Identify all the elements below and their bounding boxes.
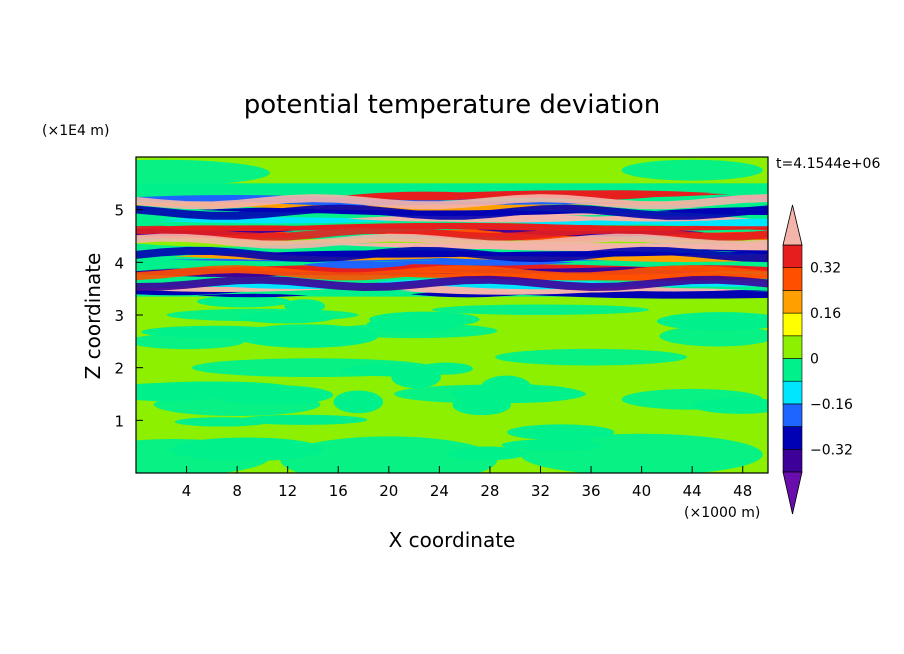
contour-band [136,265,768,281]
contour-band [351,260,515,265]
y-tick-label: 3 [114,307,124,325]
colorbar-segment [782,426,803,450]
contour-patch [369,311,480,328]
y-unit-label: (×1E4 m) [42,123,109,139]
y-axis-label: Z coordinate [81,253,105,380]
contour-bands [136,183,768,299]
colorbar-max-arrow [782,204,803,246]
colorbar-tick-label: 0 [810,352,819,368]
contour-patch [141,325,289,338]
contour-patch [210,385,334,405]
contour-band [196,293,308,298]
contour-patch [431,304,649,315]
contour-band [717,251,768,255]
contour-band [340,191,512,201]
contour-patch [659,325,768,347]
contour-band [136,275,768,292]
y-axis: 1 2 3 4 5 [114,202,143,430]
contour-patch [280,436,498,473]
plot-area [136,157,768,473]
x-tick-label: 36 [581,482,600,500]
contour-band [528,190,712,196]
time-label: t=4.1544e+06 [776,156,880,172]
x-tick-label: 4 [182,482,192,500]
x-tick-label: 8 [232,482,242,500]
x-tick-label: 12 [278,482,297,500]
contour-patch [238,414,368,425]
x-tick-label: 40 [632,482,651,500]
y-tick-label: 1 [114,412,124,430]
contour-band [136,194,768,210]
x-unit-label: (×1000 m) [684,505,760,521]
x-tick-label: 16 [329,482,348,500]
x-tick-label: 24 [430,482,449,500]
colorbar-segment [782,244,803,269]
x-tick-label: 48 [733,482,752,500]
colorbar-segment [782,380,803,405]
x-tick-label: 20 [379,482,398,500]
contour-patch [507,424,615,441]
colorbar-segment [782,267,803,291]
colorbar-min-arrow [782,471,803,515]
y-tick-label: 2 [114,360,124,378]
colorbar-segment [782,290,803,314]
contour-patch [621,159,763,181]
contour-patch [656,312,768,331]
contour-patch [693,397,768,414]
contour-patch [136,159,270,186]
colorbar-tick-label: 0.32 [810,261,841,277]
contour-patch [196,295,291,308]
contour-band [136,233,768,249]
y-tick-label: 4 [114,254,124,272]
chart-title: potential temperature deviation [244,90,660,120]
contour-patch [238,311,336,324]
contour-band [136,225,768,242]
x-axis: 4 8 12 16 20 24 28 32 36 40 44 48 [182,466,752,500]
y-tick-label: 5 [114,202,124,220]
contour-patch [171,437,324,462]
contour-patch [284,299,325,313]
colorbar-segment [782,358,803,382]
x-tick-label: 44 [683,482,702,500]
colorbar-tick-label: −0.32 [810,442,853,458]
x-axis-label: X coordinate [389,528,516,552]
colorbar-segment [782,335,803,359]
x-tick-label: 28 [480,482,499,500]
contour-patch [495,348,687,366]
colorbar-tick-label: −0.16 [810,397,853,413]
colorbar-segment [782,448,803,473]
contour-patch [480,375,532,400]
contour-band [598,218,768,227]
contour-patch [136,382,227,402]
background-patches [136,159,768,473]
contour-patch [447,446,526,461]
contour-patch [501,439,602,451]
colorbar-segment [782,403,803,427]
colorbar: 0.32 0.16 0 −0.16 −0.32 [782,204,853,515]
contour-patch [333,390,384,414]
contour-band [136,204,768,220]
contour-patch [340,364,462,377]
colorbar-tick-label: 0.16 [810,306,841,322]
contour-band [136,246,768,263]
colorbar-segment [782,312,803,337]
x-tick-label: 32 [531,482,550,500]
